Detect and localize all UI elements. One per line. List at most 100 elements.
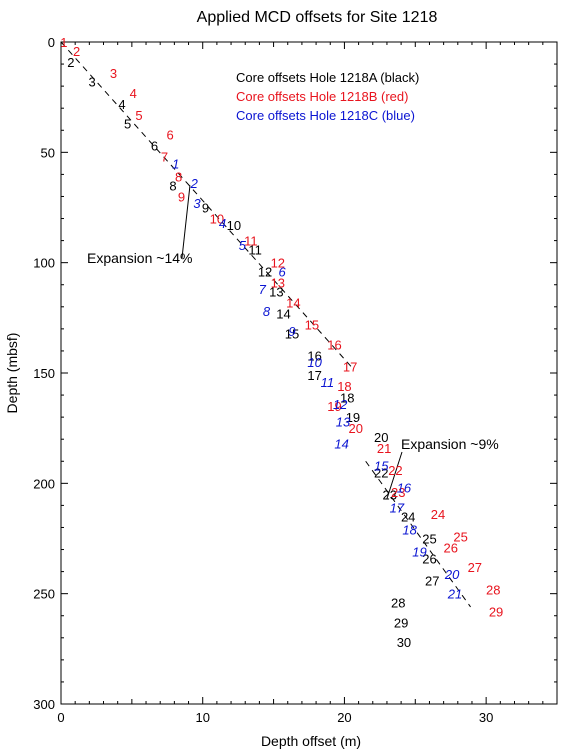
core-label-1218b: 27 bbox=[468, 560, 482, 575]
y-tick-label: 300 bbox=[33, 697, 55, 712]
core-label-1218a: 5 bbox=[124, 117, 131, 132]
core-label-1218a: 11 bbox=[248, 242, 262, 257]
legend-item-1218b: Core offsets Hole 1218B (red) bbox=[236, 89, 408, 104]
annotation-expansion-14: Expansion ~14% bbox=[87, 250, 192, 266]
core-label-1218c: 11 bbox=[321, 375, 335, 390]
core-label-1218a: 22 bbox=[374, 465, 388, 480]
core-label-1218a: 30 bbox=[397, 635, 411, 650]
core-label-1218b: 22 bbox=[388, 463, 402, 478]
annotation-expansion-9: Expansion ~9% bbox=[401, 436, 499, 452]
core-label-1218a: 23 bbox=[383, 487, 397, 502]
plot-area: 0 10 20 30050100150200250300234568910111213… bbox=[33, 35, 558, 725]
core-label-1218c: 14 bbox=[334, 437, 348, 452]
core-label-1218b: 20 bbox=[349, 421, 363, 436]
core-label-1218a: 16 bbox=[307, 348, 321, 363]
core-label-1218b: 5 bbox=[135, 108, 142, 123]
core-label-1218b: 23 bbox=[391, 485, 405, 500]
core-label-1218c: 17 bbox=[390, 501, 405, 516]
core-label-1218b: 4 bbox=[130, 86, 137, 101]
y-tick-label: 0 bbox=[48, 35, 55, 50]
annotation-pointer bbox=[386, 451, 403, 499]
core-label-1218b: 1 bbox=[60, 35, 67, 50]
y-tick-label: 100 bbox=[33, 256, 55, 271]
chart-title: Applied MCD offsets for Site 1218 bbox=[197, 9, 438, 26]
core-label-1218a: 17 bbox=[307, 368, 321, 383]
core-label-1218b: 9 bbox=[178, 189, 185, 204]
core-label-1218b: 24 bbox=[431, 507, 445, 522]
annotations: Expansion ~14% Expansion ~9% bbox=[87, 250, 499, 452]
core-label-1218b: 3 bbox=[110, 66, 117, 81]
core-label-1218b: 11 bbox=[244, 234, 258, 249]
core-label-1218b: 15 bbox=[305, 317, 319, 332]
core-label-1218b: 12 bbox=[271, 256, 285, 271]
core-label-1218a: 6 bbox=[151, 139, 158, 154]
core-label-1218a: 9 bbox=[202, 201, 209, 216]
core-label-1218c: 3 bbox=[193, 196, 201, 211]
core-label-1218c: 6 bbox=[278, 264, 286, 279]
core-label-1218c: 8 bbox=[263, 304, 271, 319]
legend-item-1218a: Core offsets Hole 1218A (black) bbox=[236, 70, 419, 85]
core-label-1218c: 12 bbox=[333, 397, 348, 412]
core-label-1218a: 29 bbox=[394, 615, 408, 630]
legend: Core offsets Hole 1218A (black) Core off… bbox=[236, 70, 419, 123]
legend-item-1218c: Core offsets Hole 1218C (blue) bbox=[236, 108, 415, 123]
core-label-1218b: 25 bbox=[453, 529, 467, 544]
core-label-1218c: 19 bbox=[412, 545, 426, 560]
core-label-1218b: 17 bbox=[343, 359, 357, 374]
y-tick-label: 250 bbox=[33, 587, 55, 602]
core-label-1218b: 6 bbox=[167, 128, 174, 143]
trend-line bbox=[60, 41, 354, 369]
core-label-1218c: 10 bbox=[307, 355, 322, 370]
core-label-1218b: 16 bbox=[327, 337, 341, 352]
core-label-1218a: 2 bbox=[67, 55, 74, 70]
y-axis-label: Depth (mbsf) bbox=[4, 333, 20, 414]
x-axis-label: Depth offset (m) bbox=[261, 733, 361, 749]
y-tick-label: 50 bbox=[41, 145, 55, 160]
core-label-1218b: 29 bbox=[489, 604, 503, 619]
core-label-1218b: 18 bbox=[337, 379, 351, 394]
core-label-1218a: 12 bbox=[258, 264, 272, 279]
core-label-1218b: 21 bbox=[377, 441, 391, 456]
core-label-1218b: 10 bbox=[210, 212, 224, 227]
core-label-1218c: 15 bbox=[374, 459, 389, 474]
core-label-1218c: 18 bbox=[402, 523, 417, 538]
x-tick-label: 20 bbox=[337, 710, 351, 725]
core-label-1218c: 13 bbox=[336, 415, 351, 430]
core-label-1218b: 19 bbox=[327, 399, 341, 414]
core-label-1218a: 28 bbox=[391, 595, 405, 610]
core-label-1218c: 20 bbox=[444, 567, 460, 582]
core-label-1218c: 5 bbox=[239, 238, 247, 253]
core-label-1218a: 20 bbox=[374, 430, 388, 445]
core-label-1218a: 19 bbox=[346, 410, 360, 425]
core-label-1218a: 8 bbox=[169, 178, 176, 193]
core-label-1218c: 4 bbox=[219, 216, 226, 231]
core-label-1218c: 7 bbox=[259, 282, 267, 297]
core-label-1218c: 21 bbox=[447, 587, 462, 602]
core-label-1218c: 1 bbox=[172, 156, 179, 171]
core-label-1218c: 2 bbox=[190, 176, 199, 191]
core-label-1218a: 15 bbox=[285, 326, 299, 341]
x-tick-label: 10 bbox=[195, 710, 209, 725]
core-label-1218c: 16 bbox=[397, 481, 412, 496]
trend-line bbox=[365, 460, 471, 608]
core-label-1218a: 24 bbox=[401, 509, 415, 524]
core-label-1218b: 14 bbox=[286, 295, 300, 310]
core-label-1218b: 7 bbox=[161, 150, 168, 165]
core-label-1218a: 13 bbox=[269, 284, 283, 299]
core-label-1218b: 28 bbox=[486, 582, 500, 597]
x-tick-label: 0 bbox=[57, 710, 64, 725]
x-tick-label: 30 bbox=[479, 710, 493, 725]
core-label-1218a: 10 bbox=[227, 218, 241, 233]
core-label-1218b: 26 bbox=[443, 540, 457, 555]
core-label-1218b: 2 bbox=[73, 44, 80, 59]
core-label-1218a: 3 bbox=[89, 75, 96, 90]
annotation-pointer bbox=[181, 185, 191, 259]
core-label-1218a: 26 bbox=[422, 551, 436, 566]
core-label-1218b: 13 bbox=[271, 276, 285, 291]
y-tick-label: 200 bbox=[33, 476, 55, 491]
y-tick-label: 150 bbox=[33, 366, 55, 381]
core-label-1218a: 18 bbox=[340, 390, 354, 405]
core-label-1218a: 14 bbox=[276, 306, 290, 321]
core-label-1218a: 25 bbox=[422, 532, 436, 547]
